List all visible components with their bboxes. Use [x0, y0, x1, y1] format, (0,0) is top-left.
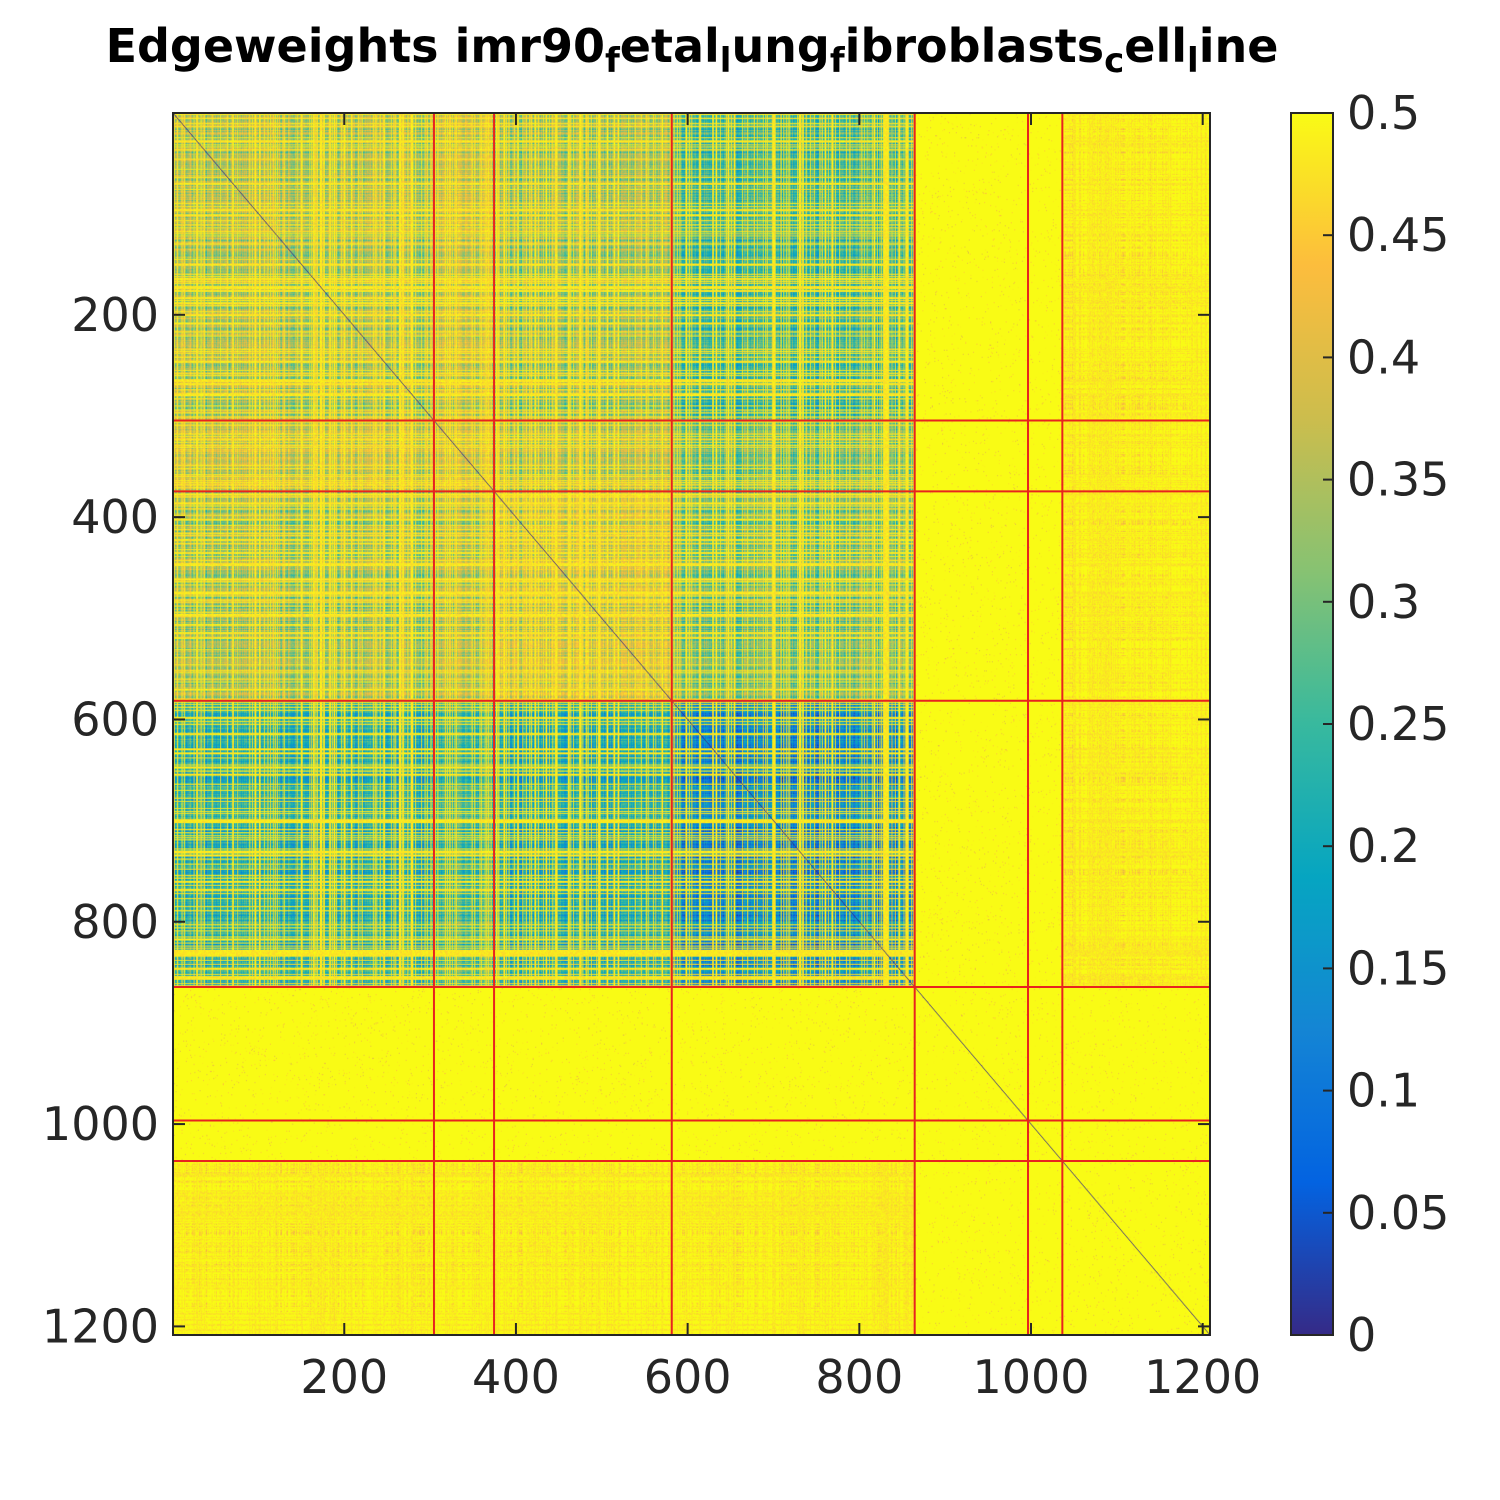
colorbar-tick-label: 0.2 [1347, 819, 1420, 873]
y-tick-label: 1000 [42, 1097, 159, 1151]
y-axis: 200 400 600 800 1000 1200 [42, 288, 1210, 1353]
colorbar-tick-label: 0.4 [1347, 330, 1420, 384]
colorbar-tick-label: 0.35 [1347, 453, 1449, 507]
colorbar-tick-label: 0.5 [1347, 86, 1420, 140]
x-tick-label: 800 [815, 1350, 903, 1404]
title-segment: ine [1199, 19, 1279, 73]
colorbar-tick-label: 0.45 [1347, 208, 1449, 262]
colorbar: 0 0.05 0.1 0.15 0.2 0.25 0.3 0.35 0.4 0.45 0.5 [1290, 86, 1449, 1362]
x-tick-label: 200 [300, 1350, 388, 1404]
title-segment: ibroblasts [845, 19, 1104, 73]
title-subscript: c [1104, 41, 1124, 81]
colorbar-tick-label: 0.15 [1347, 941, 1449, 995]
x-tick-label: 600 [644, 1350, 732, 1404]
y-tick-label: 800 [71, 895, 159, 949]
heatmap-image [173, 113, 1210, 1335]
y-tick-label: 1200 [42, 1299, 159, 1353]
colorbar-tick-label: 0.1 [1347, 1064, 1420, 1118]
title-subscript: f [605, 41, 621, 81]
x-tick-label: 1000 [972, 1350, 1089, 1404]
y-tick-label: 400 [71, 490, 159, 544]
title-segment: Edgeweights imr90 [106, 19, 605, 73]
block-boundary-lines [173, 113, 1210, 1335]
y-tick-label: 200 [71, 288, 159, 342]
colorbar-tick-label: 0 [1347, 1308, 1376, 1362]
title-subscript: l [1187, 41, 1199, 81]
x-tick-label: 1200 [1144, 1350, 1261, 1404]
y-tick-label: 600 [71, 692, 159, 746]
colorbar-tick-label: 0.3 [1347, 575, 1420, 629]
colorbar-ticks: 0 0.05 0.1 0.15 0.2 0.25 0.3 0.35 0.4 0.45 0.5 [1323, 86, 1449, 1362]
chart-title: Edgeweights imr90fetallungfibroblastscel… [106, 19, 1279, 81]
x-tick-label: 400 [472, 1350, 560, 1404]
title-subscript: l [720, 41, 732, 81]
title-segment: ell [1124, 19, 1187, 73]
title-segment: etal [620, 19, 720, 73]
colorbar-tick-label: 0.05 [1347, 1186, 1449, 1240]
title-subscript: f [830, 41, 846, 81]
plot-area [172, 112, 1211, 1336]
title-segment: ung [731, 19, 829, 73]
colorbar-tick-label: 0.25 [1347, 697, 1449, 751]
axes-box [172, 112, 1211, 1336]
x-axis: 200 400 600 800 1000 1200 [300, 113, 1261, 1404]
